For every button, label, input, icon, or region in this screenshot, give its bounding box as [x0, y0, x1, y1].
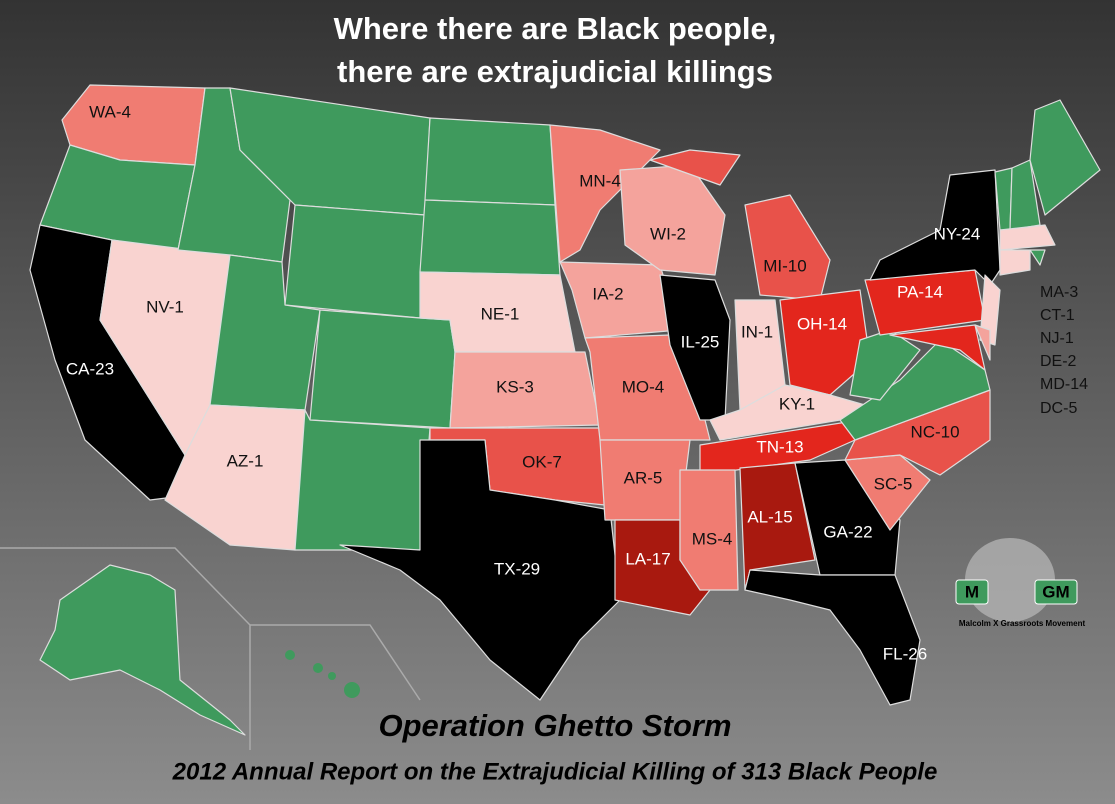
- state-label: WI-2: [650, 224, 686, 243]
- state-ga: [794, 459, 901, 576]
- state-label: CA-23: [66, 359, 114, 378]
- side-item: DC-5: [1040, 400, 1077, 417]
- state-label: KS-3: [496, 377, 534, 396]
- state-me: [1029, 99, 1101, 216]
- state-label: MO-4: [622, 377, 665, 396]
- side-list: MA-3 CT-1 NJ-1 DE-2 MD-14 DC-5: [1040, 284, 1088, 417]
- state-label: KY-1: [779, 394, 815, 413]
- state-label: OK-7: [522, 452, 562, 471]
- state-label: IA-2: [592, 284, 623, 303]
- state-label: NC-10: [910, 422, 959, 441]
- state-label: IL-25: [681, 332, 720, 351]
- logo-box-right: [1034, 579, 1078, 605]
- state-label: TX-29: [494, 559, 540, 578]
- state-nd: [424, 117, 556, 206]
- state-ak: [39, 564, 246, 736]
- logo-caption: Malcolm X Grassroots Movement: [959, 619, 1086, 628]
- state-fl: [744, 569, 921, 706]
- state-label: SC-5: [874, 474, 913, 493]
- state-sd: [419, 199, 561, 276]
- state-md: [889, 324, 986, 371]
- state-label: WA-4: [89, 102, 131, 121]
- state-nj: [979, 274, 1001, 346]
- state-label: AZ-1: [227, 451, 264, 470]
- footer-subtitle: 2012 Annual Report on the Extrajudicial …: [172, 758, 938, 785]
- state-ms: [679, 469, 739, 591]
- logo-right: GM: [1042, 582, 1069, 601]
- state-tx: [339, 439, 621, 701]
- state-oh: [779, 289, 871, 396]
- state-ia: [559, 261, 681, 339]
- state-label: MS-4: [692, 529, 733, 548]
- state-label: NV-1: [146, 297, 184, 316]
- side-item: MD-14: [1040, 376, 1088, 393]
- state-mi-upper: [649, 149, 741, 186]
- state-co: [309, 309, 456, 429]
- state-al: [739, 462, 816, 591]
- state-label: GA-22: [823, 522, 872, 541]
- inset-lines: [0, 547, 421, 750]
- state-label: AR-5: [624, 468, 663, 487]
- state-label: MN-4: [579, 171, 621, 190]
- state-wy: [284, 204, 426, 319]
- states: [29, 84, 1101, 736]
- state-label: AL-15: [747, 507, 792, 526]
- state-label: NY-24: [934, 224, 981, 243]
- state-label: NE-1: [481, 304, 520, 323]
- state-ri: [1029, 249, 1046, 266]
- state-mi: [744, 194, 831, 301]
- state-label: PA-14: [897, 282, 943, 301]
- state-hi: [285, 650, 360, 698]
- logo-left: M: [965, 582, 979, 601]
- logo: M GM Malcolm X Grassroots Movement: [955, 538, 1086, 628]
- state-nm: [294, 409, 431, 551]
- state-label: OH-14: [797, 314, 847, 333]
- state-label: TN-13: [756, 437, 803, 456]
- title-line: there are extrajudicial killings: [337, 54, 773, 89]
- side-item: CT-1: [1040, 307, 1075, 324]
- state-ma: [999, 224, 1056, 251]
- state-de: [974, 324, 991, 361]
- state-ky: [709, 384, 866, 441]
- side-item: MA-3: [1040, 284, 1078, 301]
- logo-box-left: [955, 579, 989, 605]
- side-item: NJ-1: [1040, 330, 1074, 347]
- state-label: FL-26: [883, 644, 927, 663]
- state-labels: WA-4 CA-23 NV-1 AZ-1 NE-1 KS-3 OK-7 TX-2…: [66, 102, 980, 663]
- side-item: DE-2: [1040, 353, 1077, 370]
- state-label: IN-1: [741, 322, 773, 341]
- state-ct: [999, 249, 1031, 276]
- title-line: Where there are Black people,: [334, 11, 777, 46]
- state-label: MI-10: [763, 256, 806, 275]
- state-label: LA-17: [625, 549, 670, 568]
- footer-title: Operation Ghetto Storm: [378, 708, 731, 743]
